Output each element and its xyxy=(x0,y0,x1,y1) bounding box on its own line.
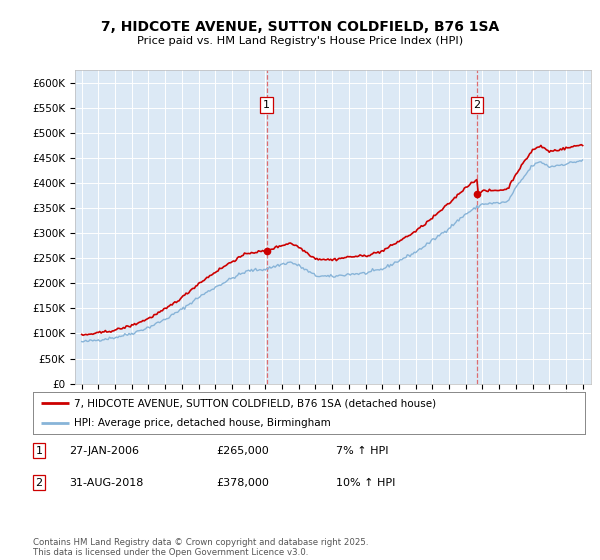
Text: 31-AUG-2018: 31-AUG-2018 xyxy=(69,478,143,488)
Text: 1: 1 xyxy=(35,446,43,456)
Text: 2: 2 xyxy=(473,100,481,110)
Text: Price paid vs. HM Land Registry's House Price Index (HPI): Price paid vs. HM Land Registry's House … xyxy=(137,36,463,46)
Text: 1: 1 xyxy=(263,100,270,110)
Text: 2: 2 xyxy=(35,478,43,488)
Text: 10% ↑ HPI: 10% ↑ HPI xyxy=(336,478,395,488)
Text: £378,000: £378,000 xyxy=(216,478,269,488)
Text: 7, HIDCOTE AVENUE, SUTTON COLDFIELD, B76 1SA (detached house): 7, HIDCOTE AVENUE, SUTTON COLDFIELD, B76… xyxy=(74,398,437,408)
Text: 7, HIDCOTE AVENUE, SUTTON COLDFIELD, B76 1SA: 7, HIDCOTE AVENUE, SUTTON COLDFIELD, B76… xyxy=(101,20,499,34)
Text: 7% ↑ HPI: 7% ↑ HPI xyxy=(336,446,389,456)
Text: HPI: Average price, detached house, Birmingham: HPI: Average price, detached house, Birm… xyxy=(74,418,331,428)
Text: £265,000: £265,000 xyxy=(216,446,269,456)
Text: Contains HM Land Registry data © Crown copyright and database right 2025.
This d: Contains HM Land Registry data © Crown c… xyxy=(33,538,368,557)
Text: 27-JAN-2006: 27-JAN-2006 xyxy=(69,446,139,456)
